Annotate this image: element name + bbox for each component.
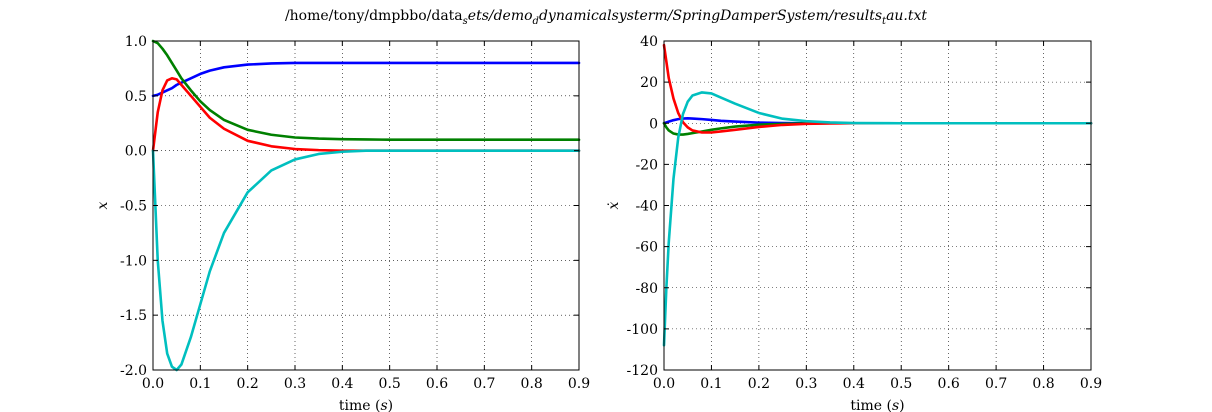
- series-line-3: [151, 149, 581, 372]
- y-tick-label: 0: [649, 116, 658, 132]
- y-tick-label: -0.5: [120, 199, 147, 215]
- y-tick-label: -80: [635, 281, 658, 297]
- x-axis-label: time (s): [850, 398, 904, 412]
- x-tick-label: 0.3: [795, 376, 817, 392]
- x-tick-label: 0.9: [568, 376, 590, 392]
- x-tick-label: 0.7: [473, 376, 495, 392]
- x-tick-label: 0.5: [379, 376, 401, 392]
- x-tick-label: 0.6: [426, 376, 448, 392]
- y-tick-label: -1.0: [120, 253, 147, 269]
- y-tick-label: -60: [635, 240, 658, 256]
- x-tick-label: 0.4: [843, 376, 865, 392]
- y-tick-label: 1.0: [125, 34, 147, 50]
- x-axis-label: time (s): [339, 398, 393, 412]
- velocity-chart: 0.0 0.1 0.2 0.3 0.4 0.5 0.6 0.7 0.8 0.9 -120 -100 -8…: [606, 34, 1102, 412]
- x-axis-label-suffix: ): [899, 398, 904, 412]
- y-tick-label: -120: [627, 363, 658, 379]
- x-tick-label: 0.1: [189, 376, 211, 392]
- title-script-2: d: [533, 16, 539, 27]
- series-line-3: [662, 91, 1093, 347]
- x-tick-label: 0.8: [1032, 376, 1054, 392]
- x-tick-label: 0.5: [890, 376, 912, 392]
- title-part-1: ets/demo: [468, 8, 533, 24]
- x-axis-label-prefix: time (: [850, 398, 892, 412]
- x-axis-label-prefix: time (: [339, 398, 381, 412]
- x-tick-label: 0.3: [284, 376, 306, 392]
- title-part-2: dynamicalsysterm/SpringDamperSystem/resu…: [539, 8, 882, 24]
- y-tick-label: -2.0: [120, 363, 147, 379]
- series-line-2: [662, 43, 1093, 134]
- series-line-1: [151, 39, 581, 141]
- y-axis-label: x: [95, 201, 111, 209]
- x-tick-label: 0.2: [748, 376, 770, 392]
- series-line-0: [151, 61, 581, 98]
- y-tick-label: 40: [640, 34, 658, 50]
- y-axis-label: ẋ: [606, 201, 622, 209]
- title-script-3: t: [882, 16, 887, 27]
- x-axis-label-var: s: [892, 398, 899, 412]
- title-script-1: s: [463, 16, 468, 27]
- x-tick-label: 0.7: [985, 376, 1007, 392]
- y-tick-label: -100: [627, 322, 658, 338]
- x-tick-label: 0.6: [938, 376, 960, 392]
- x-tick-label: 0.8: [521, 376, 543, 392]
- y-tick-label: 0.5: [125, 89, 147, 105]
- x-tick-label: 0.0: [142, 376, 164, 392]
- x-tick-label: 0.1: [700, 376, 722, 392]
- y-tick-label: 20: [640, 75, 658, 91]
- x-axis-label-var: s: [380, 398, 387, 412]
- x-tick-label: 0.9: [1080, 376, 1102, 392]
- title-part-3: au.txt: [886, 8, 927, 24]
- x-tick-label: 0.2: [237, 376, 259, 392]
- y-tick-label: -40: [635, 199, 658, 215]
- series-line-1: [662, 121, 1093, 136]
- y-tick-label: -1.5: [120, 308, 147, 324]
- y-tick-label: 0.0: [125, 144, 147, 160]
- title-main: /home/tony/dmpbbo/data: [285, 8, 463, 24]
- x-tick-label: 0.4: [331, 376, 353, 392]
- x-axis-label-suffix: ): [388, 398, 393, 412]
- position-chart: 0.0 0.1 0.2 0.3 0.4 0.5 0.6 0.7 0.8 0.9 -2.0 -1.5 -1…: [95, 34, 590, 412]
- figure-title: /home/tony/dmpbbo/datasets/demoddynamica…: [285, 8, 927, 27]
- y-tick-label: -20: [635, 157, 658, 173]
- x-tick-label: 0.0: [653, 376, 675, 392]
